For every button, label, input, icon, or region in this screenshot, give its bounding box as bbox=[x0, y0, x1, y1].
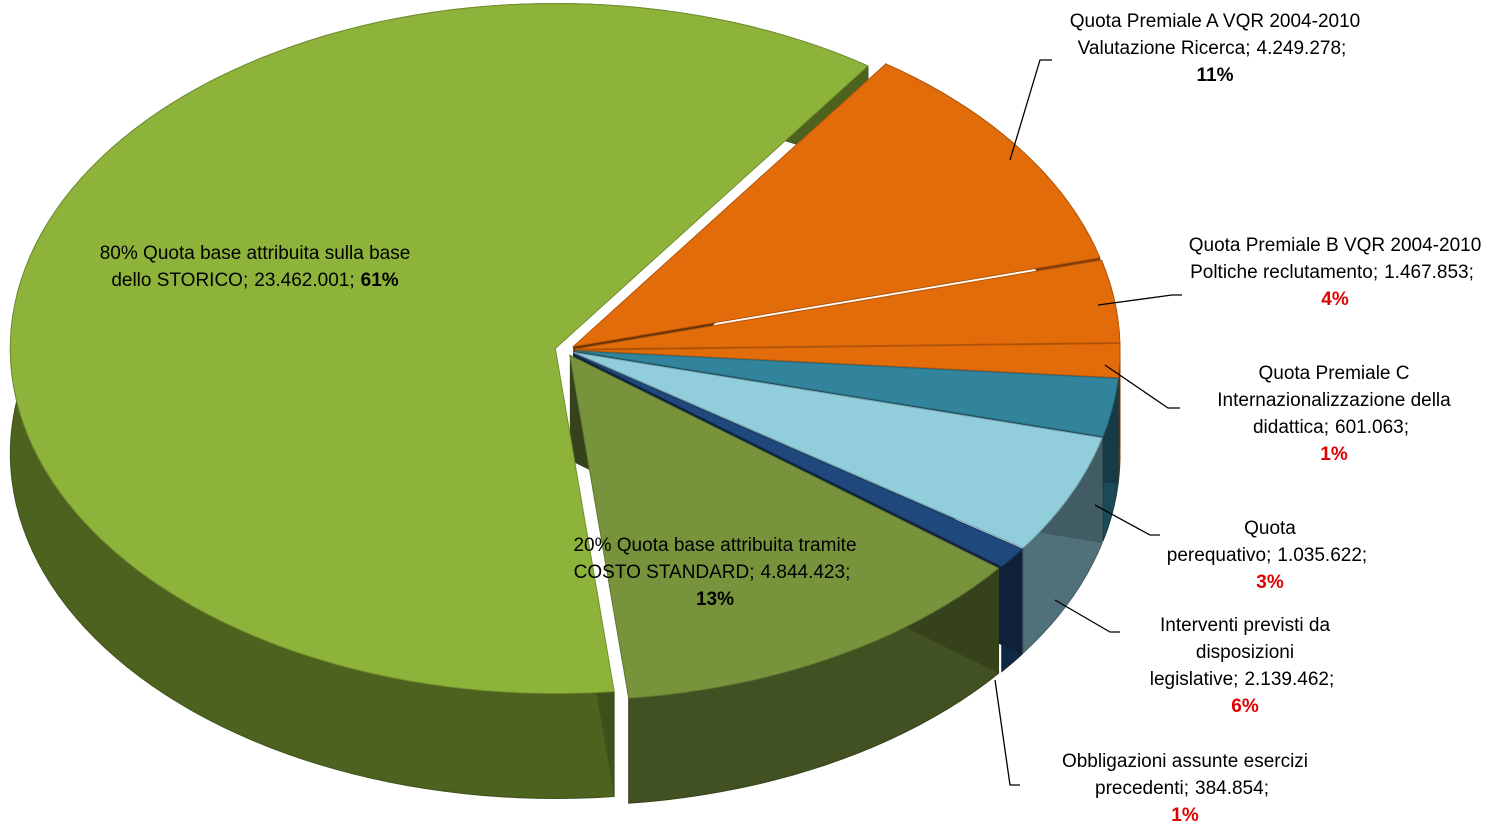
leader-line bbox=[1094, 504, 1160, 536]
separator: ; bbox=[1341, 38, 1347, 59]
value-label: 2.139.462 bbox=[1244, 669, 1329, 690]
leader-line bbox=[1097, 294, 1182, 306]
slice bbox=[574, 343, 1121, 379]
slice bbox=[574, 350, 1119, 437]
leader-line bbox=[1054, 599, 1120, 633]
separator: ; bbox=[1183, 778, 1190, 799]
separator: ; bbox=[845, 562, 851, 583]
slice-label: Quota Premiale A VQR 2004-2010 Valutazio… bbox=[1065, 8, 1365, 89]
separator: ; bbox=[1372, 262, 1379, 283]
separator: ; bbox=[242, 270, 249, 291]
slice-label: Quota perequativo; 1.035.622; 3% bbox=[1140, 515, 1400, 596]
separator: ; bbox=[1323, 417, 1330, 438]
percent-label: 1% bbox=[1171, 805, 1199, 826]
value-label: 1.035.622 bbox=[1277, 545, 1362, 566]
slice-label: Quota Premiale B VQR 2004-2010 Poltiche … bbox=[1180, 232, 1489, 313]
separator: ; bbox=[349, 270, 355, 291]
category-label: Obbligazioni assunte esercizi precedenti bbox=[1061, 751, 1309, 799]
category-label: Quota Premiale C Internazionalizzazione … bbox=[1217, 363, 1451, 438]
percent-label: 1% bbox=[1320, 444, 1348, 465]
percent-label: 13% bbox=[695, 589, 735, 610]
percent-label: 11% bbox=[1196, 65, 1234, 86]
slice bbox=[572, 353, 1024, 568]
leader-line bbox=[994, 679, 1020, 786]
slice bbox=[569, 354, 1000, 699]
separator: ; bbox=[1403, 417, 1410, 438]
separator: ; bbox=[749, 562, 755, 583]
category-label: Quota Premiale B VQR 2004-2010 Poltiche … bbox=[1188, 235, 1482, 283]
separator: ; bbox=[1468, 262, 1474, 283]
slice bbox=[573, 351, 1103, 549]
slice-label: Interventi previsti da disposizioni legi… bbox=[1110, 612, 1380, 720]
percent-label: 3% bbox=[1256, 572, 1284, 593]
separator: ; bbox=[1328, 669, 1335, 690]
slice-label: 20% Quota base attribuita tramite COSTO … bbox=[560, 532, 870, 613]
value-label: 23.462.001 bbox=[254, 270, 350, 291]
slice bbox=[9, 3, 869, 695]
leader-line bbox=[1104, 364, 1180, 409]
value-label: 4.249.278 bbox=[1256, 38, 1342, 59]
value-label: 384.854 bbox=[1195, 778, 1264, 799]
value-label: 4.844.423 bbox=[760, 562, 846, 583]
value-label: 601.063 bbox=[1335, 417, 1404, 438]
percent-label: 4% bbox=[1321, 289, 1349, 310]
category-label: Quota perequativo bbox=[1166, 518, 1296, 566]
category-label: 80% Quota base attribuita sulla base del… bbox=[99, 243, 411, 291]
slice bbox=[574, 259, 1121, 350]
slice-label: Obbligazioni assunte esercizi precedenti… bbox=[1010, 748, 1360, 829]
separator: ; bbox=[1233, 669, 1239, 690]
leader-line bbox=[1009, 59, 1052, 161]
category-label: Interventi previsti da disposizioni legi… bbox=[1149, 615, 1331, 690]
slice bbox=[571, 63, 1101, 348]
category-label: Quota Premiale A VQR 2004-2010 Valutazio… bbox=[1069, 11, 1361, 59]
percent-label: 61% bbox=[360, 270, 399, 291]
category-label: 20% Quota base attribuita tramite COSTO … bbox=[573, 535, 857, 583]
separator: ; bbox=[1266, 545, 1272, 566]
percent-label: 6% bbox=[1231, 696, 1259, 717]
separator: ; bbox=[1361, 545, 1368, 566]
slice-tops bbox=[9, 3, 1121, 699]
value-label: 1.467.853 bbox=[1384, 262, 1469, 283]
separator: ; bbox=[1245, 38, 1251, 59]
slice-label: 80% Quota base attribuita sulla base del… bbox=[90, 240, 420, 294]
slice-label: Quota Premiale C Internazionalizzazione … bbox=[1178, 360, 1489, 468]
separator: ; bbox=[1263, 778, 1269, 799]
